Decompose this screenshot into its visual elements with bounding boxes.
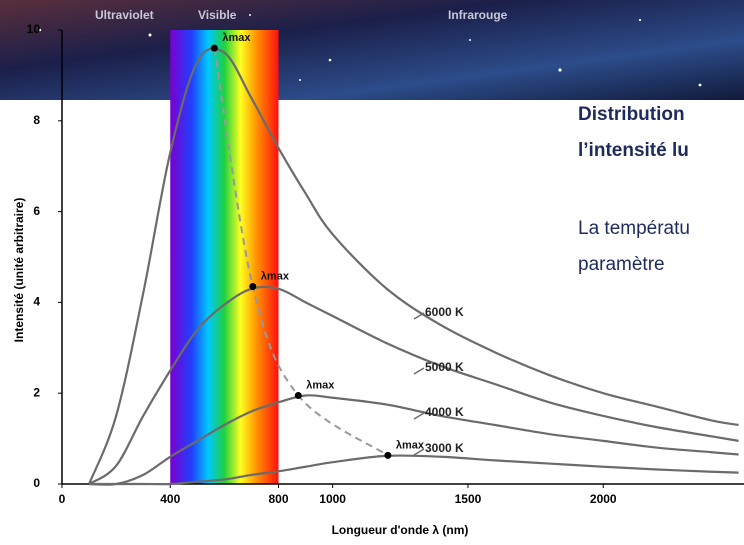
- label-leader: [414, 413, 424, 419]
- x-tick-label: 2000: [590, 492, 617, 506]
- peak-label: λmax: [306, 379, 335, 391]
- x-axis-label: Longueur d'onde λ (nm): [332, 523, 469, 537]
- x-tick-label: 1500: [455, 492, 482, 506]
- body-line: La températu: [578, 218, 690, 240]
- y-tick-label: 6: [33, 204, 40, 218]
- visible-band: [170, 30, 278, 484]
- x-tick-label: 0: [59, 492, 66, 506]
- series-label: 5000 K: [425, 360, 464, 374]
- heading-line: Distribution: [578, 104, 685, 126]
- series-label: 4000 K: [425, 405, 464, 419]
- y-tick-label: 10: [27, 22, 41, 36]
- peak-label: λmax: [261, 270, 290, 282]
- peak-point: [211, 45, 218, 52]
- peak-point: [295, 392, 302, 399]
- region-label: Visible: [198, 8, 237, 22]
- series-label: 6000 K: [425, 305, 464, 319]
- label-leader: [414, 368, 424, 374]
- y-tick-label: 8: [33, 113, 40, 127]
- page: Ultraviolet Visible Infrarouge 0 2 4 6 8 10 0 400 8…: [0, 0, 744, 545]
- y-tick-label: 4: [33, 295, 40, 309]
- x-tick-label: 800: [268, 492, 288, 506]
- label-leader: [414, 313, 424, 319]
- peak-label: λmax: [396, 439, 425, 451]
- heading-line: l’intensité lu: [578, 140, 689, 162]
- x-tick-label: 400: [160, 492, 180, 506]
- peak-point: [249, 283, 256, 290]
- peak-point: [384, 452, 391, 459]
- series-label: 3000 K: [425, 441, 464, 455]
- y-tick-label: 2: [33, 385, 40, 399]
- body-line: paramètre: [578, 254, 665, 276]
- peak-label: λmax: [222, 32, 251, 44]
- y-tick-label: 0: [33, 476, 40, 490]
- region-label: Infrarouge: [448, 8, 508, 22]
- y-axis-label: Intensité (unité arbitraire): [12, 198, 26, 343]
- region-label: Ultraviolet: [95, 8, 154, 22]
- x-tick-label: 1000: [319, 492, 346, 506]
